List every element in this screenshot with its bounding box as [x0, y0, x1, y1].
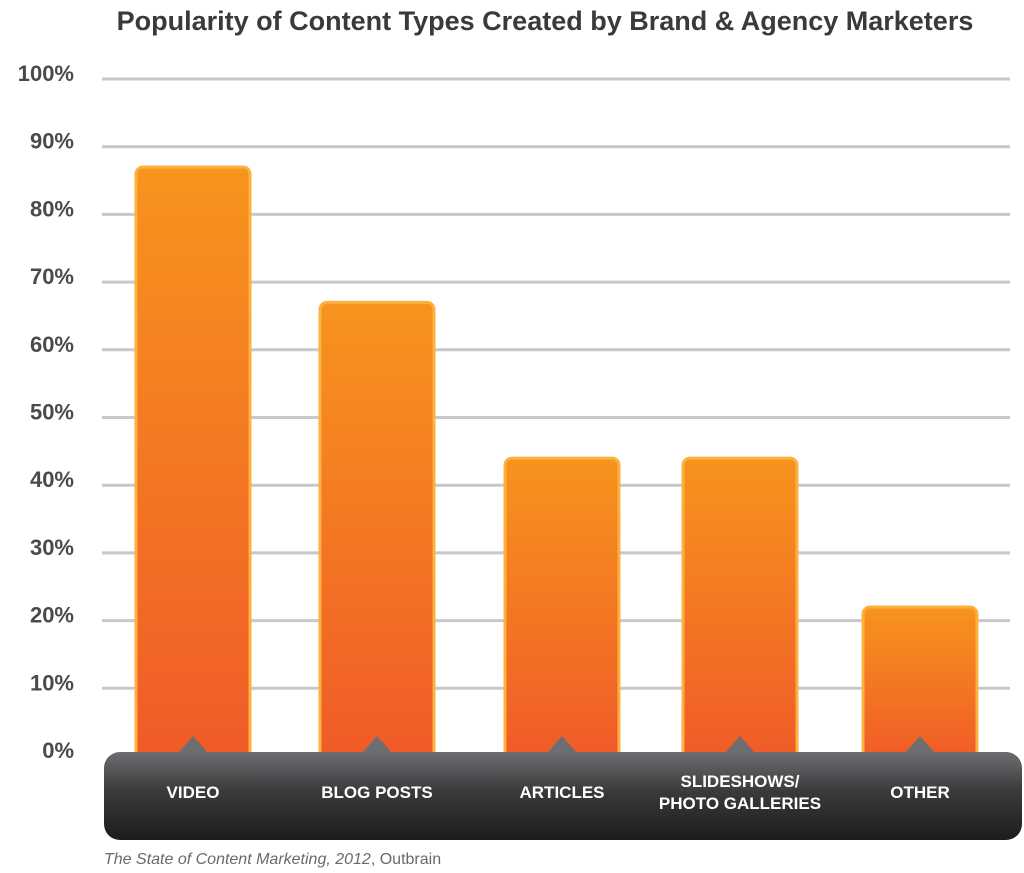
y-tick-label: 100% — [18, 61, 74, 86]
y-tick-label: 90% — [30, 129, 74, 154]
bar — [134, 165, 252, 764]
y-tick-label: 20% — [30, 603, 74, 628]
y-tick-label: 60% — [30, 332, 74, 357]
x-tick-label: BLOG POSTS — [321, 783, 432, 802]
chart-title: Popularity of Content Types Created by B… — [117, 6, 974, 36]
bars — [134, 165, 979, 764]
x-tick-label: VIDEO — [167, 783, 220, 802]
source-note: The State of Content Marketing, 2012, Ou… — [104, 851, 441, 868]
bar — [681, 456, 799, 764]
x-axis-ticks: VIDEO BLOG POSTS ARTICLES SLIDESHOWS/PHOTO … — [167, 772, 950, 813]
category-band — [104, 752, 1022, 840]
gridlines — [102, 77, 1010, 690]
y-tick-label: 70% — [30, 264, 74, 289]
bar — [503, 456, 621, 764]
category-pointer — [547, 736, 577, 753]
y-axis-ticks: 0% 10% 20% 30% 40% 50% 60% 70% 80% 90% 100% — [18, 61, 74, 763]
y-tick-label: 10% — [30, 670, 74, 695]
x-tick-label: SLIDESHOWS/PHOTO GALLERIES — [659, 772, 821, 813]
source-italic: The State of Content Marketing, 2012 — [104, 851, 371, 868]
x-tick-label: OTHER — [890, 783, 950, 802]
bar — [318, 300, 436, 764]
category-pointer — [362, 736, 392, 753]
y-tick-label: 40% — [30, 467, 74, 492]
y-tick-label: 30% — [30, 535, 74, 560]
y-tick-label: 80% — [30, 196, 74, 221]
category-pointer — [725, 736, 755, 753]
y-tick-label: 0% — [42, 738, 74, 763]
x-tick-label: ARTICLES — [520, 783, 605, 802]
source-plain: , Outbrain — [371, 851, 441, 868]
category-pointer — [905, 736, 935, 753]
x-axis-band — [104, 736, 1022, 840]
y-tick-label: 50% — [30, 400, 74, 425]
category-pointer — [178, 736, 208, 753]
